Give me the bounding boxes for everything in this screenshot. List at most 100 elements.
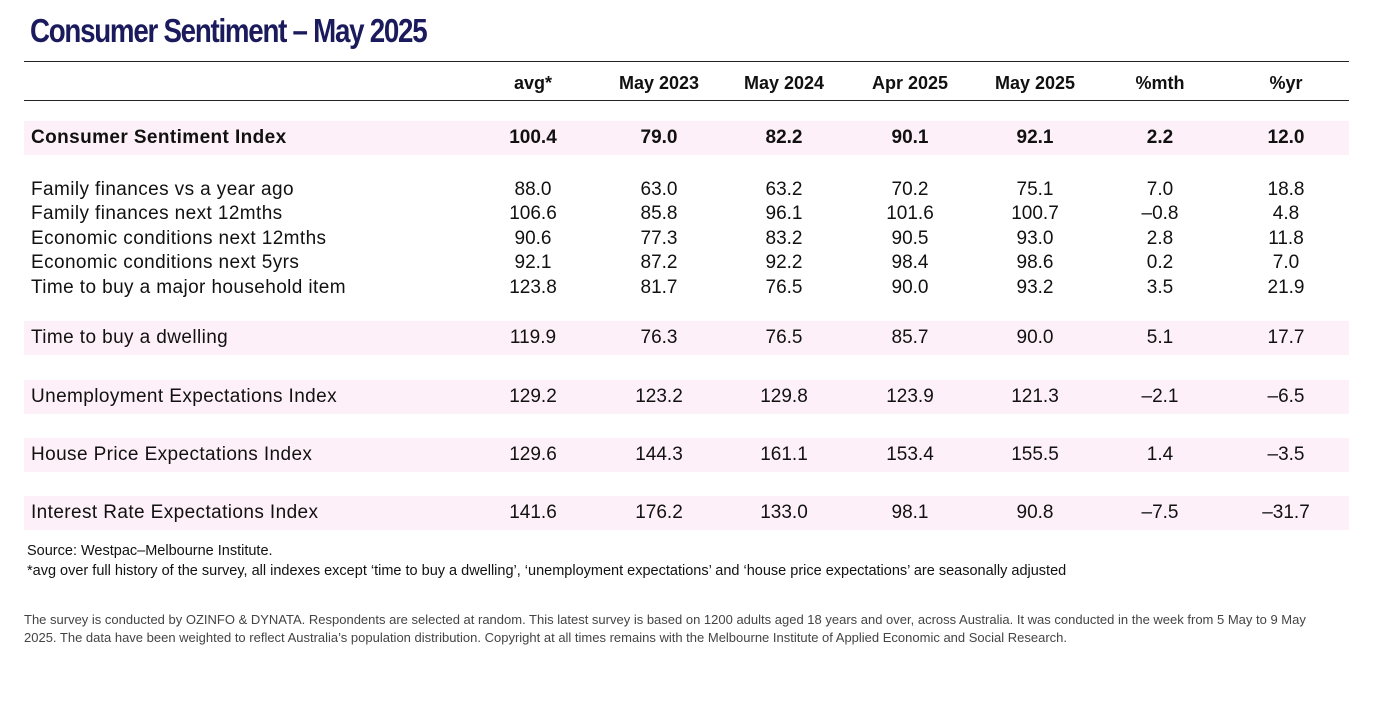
table-row: Economic conditions next 5yrs 92.1 87.2 …	[24, 250, 1349, 276]
table-row: Time to buy a dwelling 119.9 76.3 76.5 8…	[24, 321, 1349, 355]
table-cell: 0.2	[1146, 252, 1174, 273]
survey-disclaimer: The survey is conducted by OZINFO & DYNA…	[24, 612, 1306, 645]
row-label: House Price Expectations Index	[31, 444, 313, 465]
table-cell: 77.3	[640, 228, 678, 249]
table-cell: 79.0	[640, 127, 678, 148]
table-cell: 121.3	[1011, 386, 1059, 407]
table-cell: 90.8	[1016, 502, 1054, 523]
table-cell: 98.4	[891, 252, 929, 273]
table-cell: 161.1	[760, 444, 808, 465]
column-header-pct-year: %yr	[1269, 73, 1303, 93]
table-cell: 81.7	[640, 277, 678, 298]
table-header: avg* May 2023 May 2024 Apr 2025 May 2025…	[24, 70, 1349, 98]
table-cell: 176.2	[635, 502, 683, 523]
header-divider	[24, 100, 1349, 101]
table-cell: 2.8	[1146, 228, 1174, 249]
table-cell: 153.4	[886, 444, 934, 465]
table-cell: 85.8	[640, 203, 678, 224]
table-cell: 4.8	[1272, 203, 1300, 224]
table-cell: 11.8	[1268, 228, 1304, 249]
title-divider	[24, 61, 1349, 62]
table-cell: 119.9	[509, 327, 557, 348]
row-label: Family finances vs a year ago	[31, 179, 294, 200]
table-cell: 106.6	[509, 203, 557, 224]
row-label: Interest Rate Expectations Index	[31, 502, 319, 523]
column-header-pct-month: %mth	[1135, 73, 1185, 93]
table-cell: –31.7	[1262, 502, 1310, 523]
source-note: Source: Westpac–Melbourne Institute.	[27, 543, 273, 559]
column-header-may-2023: May 2023	[618, 73, 700, 93]
table-cell: 90.6	[514, 228, 552, 249]
table-row: Economic conditions next 12mths 90.6 77.…	[24, 226, 1349, 252]
table-cell: 12.0	[1267, 127, 1305, 148]
table-cell: 123.8	[509, 277, 557, 298]
table-cell: 92.2	[765, 252, 803, 273]
table-cell: –7.5	[1141, 502, 1179, 523]
table-cell: 100.7	[1011, 203, 1059, 224]
table-cell: 21.9	[1267, 277, 1305, 298]
table-cell: 18.8	[1267, 179, 1305, 200]
table-cell: 90.5	[891, 228, 929, 249]
table-cell: 7.0	[1272, 252, 1300, 273]
table-cell: 93.0	[1016, 228, 1054, 249]
row-label: Time to buy a dwelling	[31, 327, 229, 348]
table-cell: 87.2	[640, 252, 678, 273]
table-row: Interest Rate Expectations Index 141.6 1…	[24, 496, 1349, 530]
table-cell: 129.6	[509, 444, 557, 465]
table-cell: 76.5	[765, 277, 803, 298]
table-cell: –3.5	[1267, 444, 1305, 465]
row-label: Consumer Sentiment Index	[31, 127, 287, 148]
table-cell: 90.0	[891, 277, 929, 298]
row-label: Unemployment Expectations Index	[31, 386, 337, 407]
table-row: Family finances vs a year ago 88.0 63.0 …	[24, 177, 1349, 203]
table-cell: 76.5	[765, 327, 803, 348]
table-cell: 101.6	[886, 203, 934, 224]
table-cell: 100.4	[509, 127, 557, 148]
row-label: Family finances next 12mths	[31, 203, 283, 224]
table-cell: 123.9	[886, 386, 934, 407]
table-cell: 93.2	[1016, 277, 1054, 298]
table-cell: 88.0	[514, 179, 552, 200]
table-cell: 92.1	[514, 252, 552, 273]
table-row: Unemployment Expectations Index 129.2 12…	[24, 380, 1349, 414]
table-row: House Price Expectations Index 129.6 144…	[24, 438, 1349, 472]
table-cell: 129.8	[760, 386, 808, 407]
table-cell: 90.1	[891, 127, 929, 148]
column-header-may-2025: May 2025	[994, 73, 1076, 93]
table-cell: 2.2	[1146, 127, 1174, 148]
table-cell: 144.3	[635, 444, 683, 465]
table-cell: 155.5	[1011, 444, 1059, 465]
table-cell: 17.7	[1267, 327, 1305, 348]
table-cell: 3.5	[1146, 277, 1174, 298]
table-cell: 85.7	[891, 327, 929, 348]
column-header-apr-2025: Apr 2025	[871, 73, 949, 93]
table-cell: –6.5	[1267, 386, 1305, 407]
table-cell: 129.2	[509, 386, 557, 407]
table-row: Family finances next 12mths 106.6 85.8 9…	[24, 201, 1349, 227]
row-label: Economic conditions next 5yrs	[31, 252, 300, 273]
table-cell: 92.1	[1016, 127, 1054, 148]
table-cell: 75.1	[1016, 179, 1054, 200]
table-cell: 7.0	[1146, 179, 1174, 200]
table-cell: –2.1	[1141, 386, 1179, 407]
table-cell: –0.8	[1141, 203, 1179, 224]
table-cell: 5.1	[1146, 327, 1174, 348]
table-cell: 123.2	[635, 386, 683, 407]
table-cell: 1.4	[1146, 444, 1174, 465]
table-cell: 82.2	[765, 127, 803, 148]
column-header-avg: avg*	[513, 73, 553, 93]
table-cell: 76.3	[640, 327, 678, 348]
table-cell: 96.1	[765, 203, 803, 224]
table-row: Time to buy a major household item 123.8…	[24, 275, 1349, 301]
table-cell: 133.0	[760, 502, 808, 523]
row-label: Economic conditions next 12mths	[31, 228, 327, 249]
table-cell: 63.0	[640, 179, 678, 200]
table-cell: 63.2	[765, 179, 803, 200]
table-row: Consumer Sentiment Index 100.4 79.0 82.2…	[24, 121, 1349, 155]
table-cell: 141.6	[509, 502, 557, 523]
page-title: Consumer Sentiment – May 2025	[30, 12, 428, 49]
row-label: Time to buy a major household item	[31, 277, 346, 298]
footnote: *avg over full history of the survey, al…	[27, 563, 1067, 579]
table-cell: 83.2	[765, 228, 803, 249]
table-cell: 90.0	[1016, 327, 1054, 348]
